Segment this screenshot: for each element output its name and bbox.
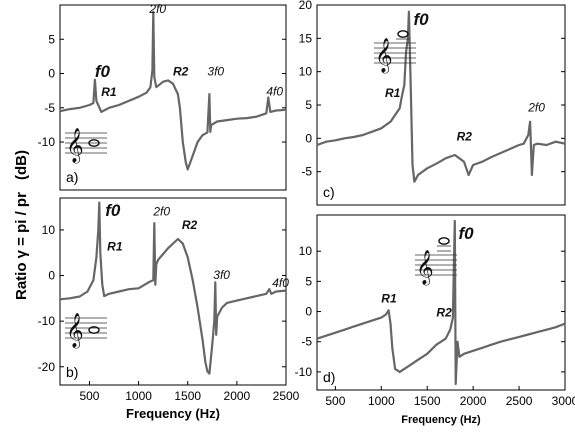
- clef-icon-b: 𝄞: [65, 313, 107, 349]
- annotation-2f0: 2f0: [148, 2, 166, 16]
- annotation-f0: f0: [413, 10, 429, 29]
- series-line: [316, 10, 566, 183]
- treble-clef-glyph: 𝄞: [375, 38, 393, 74]
- y-tick-label: 0: [48, 269, 55, 283]
- panel-d: 10 5 0 -5 -10 500 1000 1500 2000 2500 3000 Frequenc…: [295, 214, 575, 426]
- panel-frame: [59, 4, 287, 191]
- panel-c: 20 15 10 5 0 -5 f0 R1 R2 2f0 c) 𝄞: [299, 0, 566, 206]
- x-tick-label: 500: [79, 389, 99, 403]
- series-line: [59, 201, 287, 375]
- x-axis-label: Frequency (Hz): [401, 414, 481, 426]
- annotation-3f0: 3f0: [207, 65, 224, 79]
- y-tick-label: 0: [305, 131, 312, 145]
- y-tick-label: 10: [42, 223, 56, 237]
- x-tick-label: 1000: [125, 389, 152, 403]
- treble-clef-glyph: 𝄞: [66, 313, 84, 349]
- y-axis-unit-label: (dB): [13, 150, 30, 180]
- annotation-2f0: 2f0: [152, 204, 170, 218]
- whole-note-icon: [88, 139, 100, 147]
- y-tick-label: 10: [299, 244, 313, 258]
- annotation-4f0: 4f0: [272, 276, 289, 290]
- x-tick-label: 1500: [174, 389, 201, 403]
- y-tick-label: -5: [301, 335, 312, 349]
- y-tick-label: -5: [301, 165, 312, 179]
- x-tick-label: 1000: [368, 394, 395, 408]
- panel-frame: [316, 214, 566, 391]
- x-tick-label: 500: [325, 394, 345, 408]
- whole-note-icon: [438, 237, 450, 245]
- y-tick-label: 5: [305, 274, 312, 288]
- y-tick-label: 20: [299, 0, 313, 12]
- y-tick-label: -5: [44, 101, 55, 115]
- annotation-r2: R2: [457, 129, 473, 143]
- annotation-r2: R2: [173, 65, 189, 79]
- clef-icon-d: 𝄞: [415, 237, 457, 286]
- panel-label: d): [323, 369, 335, 385]
- y-axis-label: Ratio γ = pi / pr: [13, 192, 30, 300]
- y-tick-label: -10: [295, 365, 313, 379]
- annotation-r2: R2: [182, 218, 198, 232]
- whole-note-icon: [88, 326, 100, 334]
- clef-icon-c: 𝄞: [374, 30, 416, 74]
- annotation-r1: R1: [385, 86, 401, 100]
- y-tick-label: 10: [299, 65, 313, 79]
- y-tick-label: -20: [38, 360, 56, 374]
- annotation-f0: f0: [105, 201, 121, 220]
- panel-a: 5 0 -5 -10 f0 R1 2f0 R2 3f0 4f0 a) 𝄞: [38, 2, 287, 191]
- annotation-2f0: 2f0: [527, 101, 545, 115]
- annotation-r2: R2: [436, 305, 452, 319]
- annotation-r1: R1: [107, 239, 123, 253]
- whole-note-icon: [397, 30, 409, 38]
- panel-label: a): [66, 169, 78, 185]
- x-tick-label: 3000: [552, 394, 575, 408]
- annotation-f0: f0: [458, 224, 474, 243]
- x-tick-label: 2500: [506, 394, 533, 408]
- y-tick-label: -10: [38, 314, 56, 328]
- y-tick-label: 0: [305, 305, 312, 319]
- y-tick-label: 5: [48, 32, 55, 46]
- y-tick-label: 15: [299, 31, 313, 45]
- panel-label: c): [323, 184, 335, 200]
- y-tick-label: 0: [48, 67, 55, 81]
- x-axis-label: Frequency (Hz): [126, 406, 220, 421]
- treble-clef-glyph: 𝄞: [416, 250, 434, 286]
- x-tick-label: 2000: [460, 394, 487, 408]
- panel-frame: [59, 197, 287, 386]
- panel-b: 10 0 -10 -20 500 1000 1500 2000 2500 Frequency (H…: [38, 197, 300, 421]
- annotation-r1: R1: [101, 85, 117, 99]
- treble-clef-glyph: 𝄞: [66, 128, 84, 164]
- annotation-r1: R1: [381, 292, 397, 306]
- series-line: [316, 219, 566, 386]
- x-tick-label: 1500: [414, 394, 441, 408]
- y-tick-label: -10: [38, 135, 56, 149]
- y-tick-label: 5: [305, 98, 312, 112]
- annotation-f0: f0: [95, 62, 111, 81]
- series-line: [59, 10, 287, 171]
- x-tick-label: 2500: [273, 389, 300, 403]
- x-tick-label: 2000: [224, 389, 251, 403]
- annotation-4f0: 4f0: [266, 84, 283, 98]
- annotation-3f0: 3f0: [213, 268, 230, 282]
- clef-icon-a: 𝄞: [65, 128, 107, 164]
- panel-label: b): [66, 364, 78, 380]
